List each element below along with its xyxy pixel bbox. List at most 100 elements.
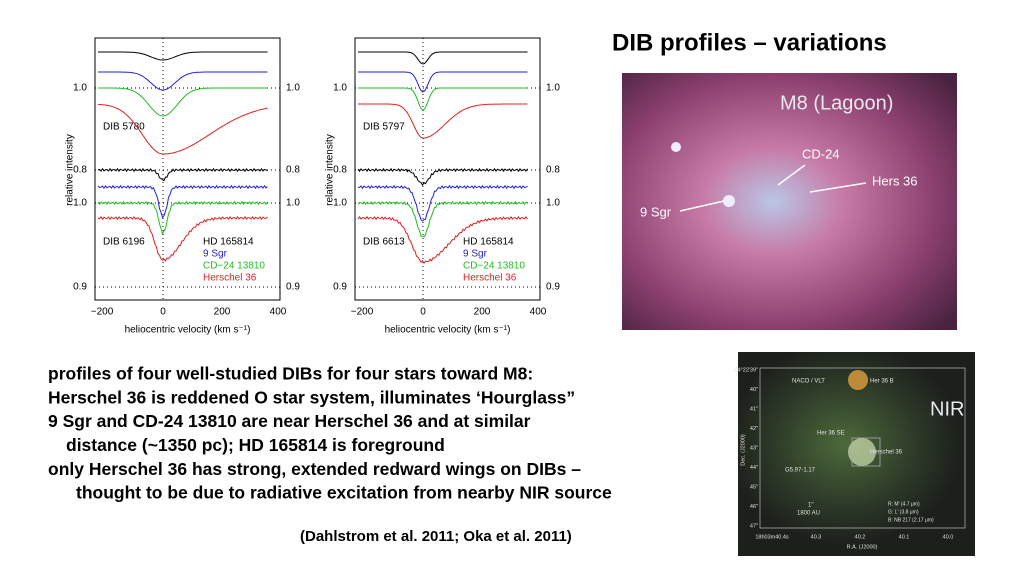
spectrum <box>98 51 268 61</box>
spectrum <box>358 51 528 65</box>
dib-label: DIB 5797 <box>363 122 405 133</box>
spectrum <box>358 103 528 139</box>
x-tick-label: −200 <box>351 307 374 318</box>
y-tick-label: 0.8 <box>333 165 347 176</box>
m8-label: Hers 36 <box>872 173 918 188</box>
legend-entry: CD−24 13810 <box>203 261 265 272</box>
star <box>723 195 735 207</box>
x-tick-label: 200 <box>214 307 231 318</box>
y-tick-label: 0.8 <box>546 165 560 176</box>
spectrum <box>357 184 528 222</box>
y-tick-label: 1.0 <box>333 83 347 94</box>
y-axis-label: relative intensity <box>65 134 76 206</box>
spectrum <box>357 200 528 238</box>
dib-label: DIB 5780 <box>103 122 145 133</box>
y-tick-label: 1.0 <box>73 83 87 94</box>
body-text: distance (~1350 pc); HD 165814 is foregr… <box>66 435 445 455</box>
slide-title: DIB profiles – variations <box>612 29 887 56</box>
y-tick-label: 0.9 <box>546 282 560 293</box>
nir-axis-label: Dec. (J2000) <box>740 434 746 466</box>
y-tick-label: 1.0 <box>546 83 560 94</box>
plot-frame <box>354 37 541 301</box>
spectrum <box>357 167 528 187</box>
x-tick-label: −200 <box>91 307 114 318</box>
nir-tick: 45" <box>750 484 758 490</box>
spectrum <box>97 215 268 262</box>
spectrum <box>97 184 268 219</box>
nir-tick: 18h03m40.4s <box>755 534 789 540</box>
spectrum <box>357 215 528 264</box>
nir-tick: 44" <box>750 465 758 471</box>
nir-tick: 41" <box>750 406 758 412</box>
nir-tick: 40.0 <box>943 534 954 540</box>
body-text: thought to be due to radiative excitatio… <box>76 483 612 503</box>
spectrum <box>97 200 268 236</box>
nir-text: B: NB 217 (2.17 μm) <box>888 517 934 523</box>
x-tick-label: 0 <box>420 307 426 318</box>
nir-text: Her 36 B <box>870 379 894 385</box>
body-text: Herschel 36 is reddened O star system, i… <box>48 387 575 407</box>
dib-label: DIB 6613 <box>363 237 405 248</box>
dib-label: DIB 6196 <box>103 237 145 248</box>
nir-text: Herschel 36 <box>870 450 903 456</box>
nir-text: G5.97-1.17 <box>785 468 816 474</box>
x-tick-label: 0 <box>160 307 166 318</box>
nir-text: Her 36 SE <box>817 431 845 437</box>
citation: (Dahlstrom et al. 2011; Oka et al. 2011) <box>300 528 572 545</box>
nir-text: 1800 AU <box>797 511 820 517</box>
m8-image <box>622 73 957 330</box>
nir-tick: 43" <box>750 445 758 451</box>
y-tick-label: 1.0 <box>286 83 300 94</box>
x-axis-label: heliocentric velocity (km s⁻¹) <box>385 325 511 336</box>
y-tick-label: 0.9 <box>73 282 87 293</box>
spectrum <box>97 103 268 155</box>
spectrum <box>98 87 268 117</box>
legend-entry: 9 Sgr <box>463 249 488 260</box>
arrow <box>679 200 725 212</box>
nir-tick: -24°22'39" <box>733 367 758 373</box>
y-tick-label: 0.8 <box>286 165 300 176</box>
body-text: profiles of four well-studied DIBs for f… <box>48 364 533 384</box>
spectrum <box>97 167 268 182</box>
body-text: only Herschel 36 has strong, extended re… <box>48 459 581 479</box>
y-tick-label: 1.0 <box>286 198 300 209</box>
m8-label: 9 Sgr <box>640 204 672 219</box>
nir-tick: 46" <box>750 504 758 510</box>
x-tick-label: 200 <box>474 307 491 318</box>
y-tick-label: 0.8 <box>73 165 87 176</box>
x-tick-label: 400 <box>530 307 547 318</box>
nir-axis-label: R.A. (J2000) <box>847 544 878 550</box>
nir-tick: 40.3 <box>811 534 822 540</box>
nir-frame <box>759 367 966 529</box>
box <box>851 437 881 467</box>
star <box>848 438 876 466</box>
y-tick-label: 1.0 <box>73 198 87 209</box>
spectrum <box>358 71 528 93</box>
y-tick-label: 0.9 <box>286 282 300 293</box>
arrow <box>777 164 806 186</box>
body-text: 9 Sgr and CD-24 13810 are near Herschel … <box>48 411 531 431</box>
legend-entry: HD 165814 <box>203 237 254 248</box>
nir-text: R: M' (4.7 μm) <box>888 501 920 507</box>
spectrum <box>358 87 528 111</box>
x-axis-label: heliocentric velocity (km s⁻¹) <box>125 325 251 336</box>
legend-entry: CD−24 13810 <box>463 261 525 272</box>
y-tick-label: 1.0 <box>546 198 560 209</box>
nir-text: NACO / VLT <box>792 379 825 385</box>
y-axis-label: relative intensity <box>325 134 336 206</box>
legend-entry: Herschel 36 <box>203 273 257 284</box>
nir-tick: 40" <box>750 387 758 393</box>
nir-tick: 40.1 <box>899 534 910 540</box>
legend-entry: 9 Sgr <box>203 249 228 260</box>
nir-tick: 40.2 <box>855 534 866 540</box>
spectrum <box>98 71 268 91</box>
arrow <box>809 182 867 193</box>
x-tick-label: 400 <box>270 307 287 318</box>
nir-tick: 42" <box>750 426 758 432</box>
nir-text: 1" <box>808 503 813 509</box>
nir-text: G: L' (3.8 μm) <box>888 509 919 515</box>
y-tick-label: 1.0 <box>333 198 347 209</box>
nir-tick: 47" <box>750 523 758 529</box>
m8-label: CD-24 <box>802 146 840 161</box>
